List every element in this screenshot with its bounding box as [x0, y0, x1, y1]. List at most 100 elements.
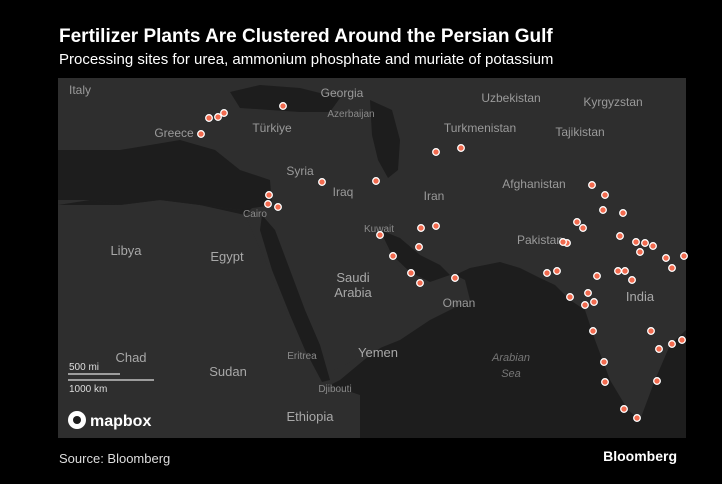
- plant: [653, 377, 661, 385]
- place-label: Iraq: [333, 185, 354, 199]
- mapbox-logo: mapbox: [68, 411, 151, 430]
- plant: [668, 264, 676, 272]
- mediterranean: [58, 140, 272, 210]
- place-label: Kuwait: [364, 224, 394, 235]
- plant: [662, 254, 670, 262]
- brand: Bloomberg: [603, 448, 677, 464]
- plant: [214, 113, 222, 121]
- plant: [318, 178, 326, 186]
- place-label: Arabia: [334, 285, 372, 300]
- plant-dots: [197, 102, 688, 422]
- plant: [636, 248, 644, 256]
- place-label: Saudi: [336, 270, 369, 285]
- persian-gulf: [380, 230, 450, 282]
- plant: [573, 218, 581, 226]
- plant: [220, 109, 228, 117]
- logo-icon-inner: [73, 416, 81, 424]
- plant: [589, 327, 597, 335]
- place-label: Yemen: [358, 345, 398, 360]
- plant: [621, 267, 629, 275]
- place-label: Iran: [424, 189, 445, 203]
- plant: [599, 206, 607, 214]
- plant: [376, 231, 384, 239]
- plant: [432, 222, 440, 230]
- plant: [417, 224, 425, 232]
- plant: [616, 232, 624, 240]
- subtitle: Processing sites for urea, ammonium phos…: [59, 51, 553, 68]
- place-label: Pakistan: [517, 233, 563, 247]
- place-label: Chad: [115, 350, 146, 365]
- place-labels: Italy Greece Türkiye Georgia Azerbaijan …: [69, 83, 655, 424]
- place-label: Eritrea: [287, 351, 317, 362]
- plant: [601, 378, 609, 386]
- scale-label: 1000 km: [69, 384, 107, 395]
- plant: [451, 274, 459, 282]
- plant: [633, 414, 641, 422]
- black-sea: [230, 85, 340, 112]
- plant: [628, 276, 636, 284]
- caspian-sea: [370, 100, 400, 178]
- title: Fertilizer Plants Are Clustered Around t…: [59, 26, 553, 47]
- plant: [197, 130, 205, 138]
- plant: [274, 203, 282, 211]
- plant: [205, 114, 213, 122]
- plant: [457, 144, 465, 152]
- plant: [655, 345, 663, 353]
- place-label: Kyrgyzstan: [583, 95, 642, 109]
- scale-bar: 500 mi 1000 km: [68, 362, 154, 395]
- plant: [416, 279, 424, 287]
- logo-text: mapbox: [90, 413, 151, 430]
- plant: [581, 301, 589, 309]
- plant: [614, 267, 622, 275]
- plant: [632, 238, 640, 246]
- place-label: Azerbaijan: [327, 109, 374, 120]
- plant: [678, 336, 686, 344]
- plant: [588, 181, 596, 189]
- plant: [432, 148, 440, 156]
- place-label: Türkiye: [252, 121, 292, 135]
- place-label: Ethiopia: [287, 409, 335, 424]
- plant: [601, 191, 609, 199]
- plant: [641, 239, 649, 247]
- plant: [407, 269, 415, 277]
- plant: [620, 405, 628, 413]
- plant: [566, 293, 574, 301]
- scale-label: 500 mi: [69, 362, 99, 373]
- place-label: Djibouti: [318, 384, 351, 395]
- plant: [579, 224, 587, 232]
- place-label: Afghanistan: [502, 177, 565, 191]
- place-label: Egypt: [210, 249, 244, 264]
- place-label: Turkmenistan: [444, 121, 516, 135]
- place-label: Georgia: [321, 86, 364, 100]
- plant: [584, 289, 592, 297]
- land-africa: [58, 200, 360, 438]
- place-label: Sudan: [209, 364, 247, 379]
- plant: [265, 191, 273, 199]
- plant: [619, 209, 627, 217]
- plant: [680, 252, 688, 260]
- plant: [647, 327, 655, 335]
- place-label: Libya: [110, 243, 142, 258]
- plant: [553, 267, 561, 275]
- plant: [600, 358, 608, 366]
- sea-label: Sea: [501, 368, 521, 380]
- place-label: Uzbekistan: [481, 91, 540, 105]
- place-label: Italy: [69, 83, 91, 97]
- place-label: Syria: [286, 164, 314, 178]
- source: Source: Bloomberg: [59, 451, 170, 466]
- plant: [543, 269, 551, 277]
- plant: [559, 238, 567, 246]
- place-label: Cairo: [243, 209, 267, 220]
- plant: [389, 252, 397, 260]
- place-label: India: [626, 289, 655, 304]
- map: [58, 78, 686, 438]
- plant: [593, 272, 601, 280]
- sea-label: Arabian: [491, 352, 530, 364]
- place-label: Greece: [154, 126, 194, 140]
- place-label: Tajikistan: [555, 125, 604, 139]
- plant: [415, 243, 423, 251]
- plant: [668, 340, 676, 348]
- red-sea: [260, 215, 330, 382]
